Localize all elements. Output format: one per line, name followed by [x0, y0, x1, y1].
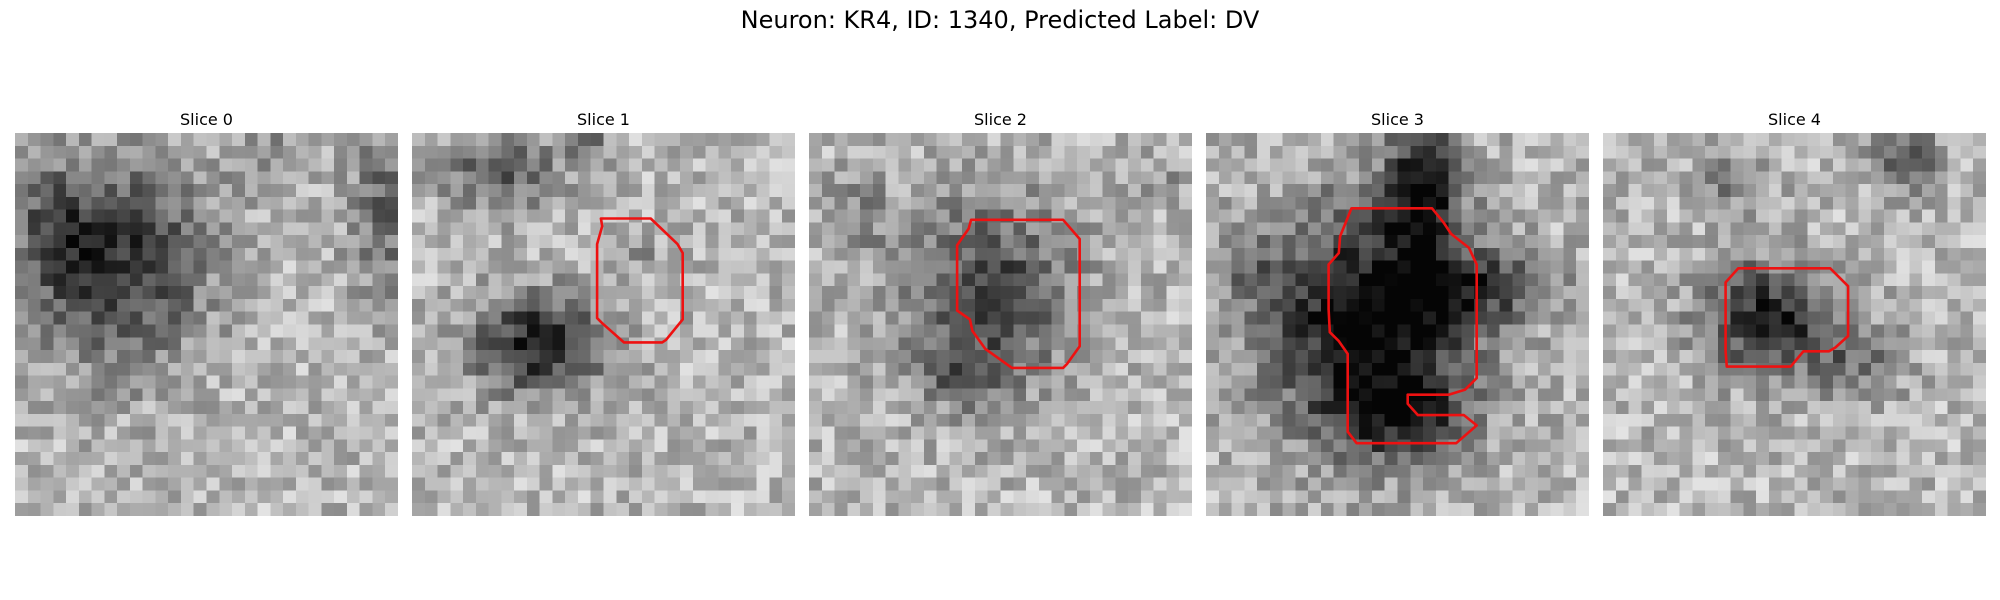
figure-title: Neuron: KR4, ID: 1340, Predicted Label: … — [740, 6, 1260, 34]
neuron-contour — [955, 218, 1082, 370]
slice-title: Slice 2 — [974, 110, 1027, 129]
slice-image-1 — [412, 133, 795, 516]
slice-image-4 — [1603, 133, 1986, 516]
neuron-contour — [1724, 267, 1850, 368]
slice-title: Slice 4 — [1768, 110, 1821, 129]
slice-title: Slice 1 — [577, 110, 630, 129]
slice-panel-3: Slice 3 — [1206, 107, 1589, 516]
slice-image-2 — [809, 133, 1192, 516]
slice-panel-1: Slice 1 — [412, 107, 795, 516]
slice-title: Slice 0 — [180, 110, 233, 129]
neuron-contour — [595, 217, 685, 344]
pixel-grid — [1603, 133, 1986, 516]
slice-image-0 — [15, 133, 398, 516]
slice-title: Slice 3 — [1371, 110, 1424, 129]
slice-image-3 — [1206, 133, 1589, 516]
slice-panel-2: Slice 2 — [809, 107, 1192, 516]
neuron-contour — [1327, 207, 1479, 445]
slice-panel-0: Slice 0 — [15, 107, 398, 516]
pixel-grid — [1206, 133, 1589, 516]
slice-panel-4: Slice 4 — [1603, 107, 1986, 516]
pixel-grid — [15, 133, 398, 516]
pixel-grid — [412, 133, 795, 516]
pixel-grid — [809, 133, 1192, 516]
